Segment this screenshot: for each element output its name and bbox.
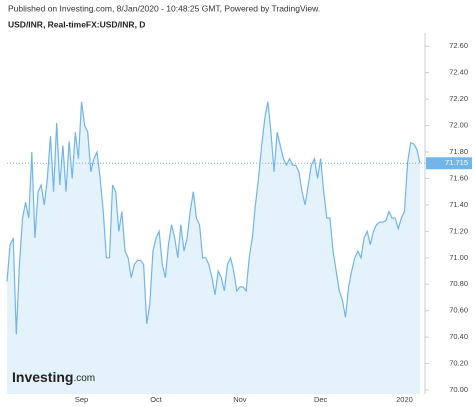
y-tick-label: 72.00 bbox=[449, 121, 468, 130]
price-line bbox=[6, 101, 421, 335]
y-tick-label: 70.80 bbox=[449, 279, 468, 288]
chart-title: USD/INR, Real-timeFX:USD/INR, D bbox=[8, 19, 145, 29]
x-tick-label: Sep bbox=[75, 395, 88, 404]
x-tick-label: Dec bbox=[314, 395, 328, 404]
current-value-box bbox=[426, 157, 472, 170]
y-tick-label: 72.40 bbox=[449, 68, 468, 77]
y-tick-label: 71.40 bbox=[449, 200, 468, 209]
y-tick-label: 70.00 bbox=[449, 385, 468, 394]
x-tick-label: 2020 bbox=[396, 395, 413, 404]
x-tick-label: Nov bbox=[233, 395, 247, 404]
y-tick-label: 71.00 bbox=[449, 253, 468, 262]
y-tick-label: 72.20 bbox=[449, 94, 468, 103]
y-tick-label: 71.60 bbox=[449, 173, 468, 182]
y-tick-label: 71.20 bbox=[449, 226, 468, 235]
x-tick-label: Oct bbox=[150, 395, 163, 404]
y-tick-label: 72.60 bbox=[449, 41, 468, 50]
published-note: Published on Investing.com, 8/Jan/2020 -… bbox=[8, 3, 320, 13]
y-tick-label: 71.80 bbox=[449, 147, 468, 156]
current-value-label: 71.715 bbox=[445, 158, 468, 167]
logo-suffix: .com bbox=[73, 373, 95, 384]
y-tick-label: 70.40 bbox=[449, 332, 468, 341]
logo: Investing.com bbox=[12, 369, 95, 385]
logo-brand: Investing bbox=[12, 369, 73, 385]
y-tick-label: 70.60 bbox=[449, 306, 468, 315]
y-tick-label: 70.20 bbox=[449, 359, 468, 368]
plot-area bbox=[6, 101, 421, 394]
